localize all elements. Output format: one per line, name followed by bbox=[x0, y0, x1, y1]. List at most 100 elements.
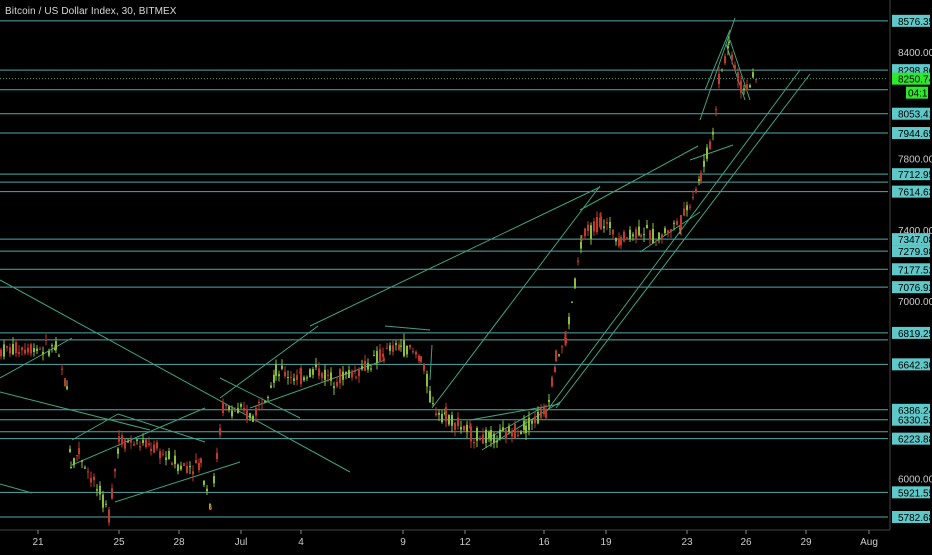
level-price-label bbox=[892, 185, 930, 198]
candle-body bbox=[148, 443, 150, 445]
candle-body bbox=[555, 350, 557, 361]
candle-body bbox=[293, 378, 295, 381]
candle-body bbox=[345, 372, 347, 375]
candle-body bbox=[620, 236, 622, 246]
trendline[interactable] bbox=[0, 337, 73, 379]
candle-body bbox=[354, 371, 356, 373]
candle-body bbox=[426, 373, 428, 387]
candle-body bbox=[715, 109, 717, 111]
trendline[interactable] bbox=[309, 186, 601, 327]
candle-body bbox=[700, 172, 702, 182]
candle-body bbox=[460, 427, 462, 430]
candle-body bbox=[686, 205, 688, 211]
candle-body bbox=[39, 348, 41, 350]
candle-body bbox=[336, 382, 338, 387]
candle-body bbox=[21, 347, 23, 351]
trendline[interactable] bbox=[689, 144, 734, 161]
candle-body bbox=[737, 72, 739, 81]
x-tick-label: Jul bbox=[235, 537, 248, 548]
trendline[interactable] bbox=[384, 325, 431, 331]
candle-body bbox=[105, 503, 107, 505]
candle-body bbox=[457, 417, 459, 427]
trendline[interactable] bbox=[117, 413, 206, 443]
level-price-text: 6642.30 bbox=[898, 360, 932, 371]
level-price-label bbox=[892, 168, 930, 181]
candle-body bbox=[514, 424, 516, 439]
candle-body bbox=[652, 228, 654, 244]
trendline[interactable] bbox=[71, 413, 119, 441]
y-tick-label: 7000.00 bbox=[898, 297, 932, 308]
candle-body bbox=[543, 407, 545, 415]
candle-body bbox=[225, 404, 227, 406]
candle-body bbox=[27, 347, 29, 353]
candle-body bbox=[195, 459, 197, 464]
candle-body bbox=[118, 436, 120, 442]
candle-body bbox=[339, 369, 341, 384]
candle-body bbox=[398, 344, 400, 350]
candle-body bbox=[667, 230, 669, 233]
trendline[interactable] bbox=[219, 325, 319, 399]
candle-body bbox=[395, 343, 397, 345]
candle-body bbox=[564, 337, 566, 339]
trendline[interactable] bbox=[469, 403, 561, 421]
countdown-text: 04:13 bbox=[908, 89, 932, 100]
candle-body bbox=[609, 222, 611, 229]
level-price-text: 7076.92 bbox=[898, 283, 932, 294]
candle-body bbox=[548, 399, 550, 403]
trendline[interactable] bbox=[0, 483, 33, 494]
candle-body bbox=[15, 342, 17, 354]
level-price-text: 7347.08 bbox=[898, 235, 932, 246]
candle-body bbox=[139, 445, 141, 448]
candle-body bbox=[124, 439, 126, 449]
candle-body bbox=[712, 131, 714, 135]
candle-body bbox=[429, 390, 431, 403]
trendline[interactable] bbox=[0, 391, 151, 431]
candle-body bbox=[162, 453, 164, 455]
trendline[interactable] bbox=[71, 407, 206, 466]
candle-body bbox=[58, 355, 60, 357]
level-price-label bbox=[892, 14, 930, 27]
candle-body bbox=[264, 401, 266, 403]
x-tick-label: Aug bbox=[860, 537, 878, 548]
level-price-text: 8298.86 bbox=[898, 66, 932, 77]
candle-body bbox=[45, 339, 47, 341]
candle-body bbox=[93, 476, 95, 481]
candle-body bbox=[511, 432, 513, 437]
candle-body bbox=[709, 141, 711, 149]
level-price-text: 6819.25 bbox=[898, 329, 932, 340]
y-tick-label: 7800.00 bbox=[898, 155, 932, 166]
candle-body bbox=[558, 354, 560, 356]
candle-body bbox=[321, 372, 323, 378]
candle-body bbox=[392, 345, 394, 352]
trendline[interactable] bbox=[429, 344, 433, 381]
candle-body bbox=[36, 348, 38, 351]
candle-body bbox=[593, 221, 595, 232]
candle-body bbox=[626, 237, 628, 239]
trendline[interactable] bbox=[114, 461, 241, 503]
candle-body bbox=[6, 346, 8, 348]
trendline[interactable] bbox=[725, 43, 746, 101]
trendline[interactable] bbox=[219, 377, 301, 419]
trendline[interactable] bbox=[704, 29, 731, 91]
candle-body bbox=[615, 237, 617, 242]
trendline[interactable] bbox=[545, 69, 801, 413]
candle-body bbox=[600, 216, 602, 230]
trendline[interactable] bbox=[699, 17, 736, 121]
trendline[interactable] bbox=[431, 185, 601, 409]
candle-body bbox=[499, 429, 501, 439]
candle-body bbox=[145, 439, 147, 448]
candle-body bbox=[490, 430, 492, 441]
candle-body bbox=[373, 355, 375, 357]
candle-body bbox=[130, 439, 132, 443]
candle-body bbox=[3, 344, 5, 357]
candle-body bbox=[673, 222, 675, 224]
candle-body bbox=[324, 369, 326, 380]
candle-body bbox=[78, 448, 80, 455]
candle-body bbox=[270, 385, 272, 388]
trendline[interactable] bbox=[579, 145, 699, 211]
trendline[interactable] bbox=[0, 279, 351, 473]
trendline[interactable] bbox=[555, 73, 811, 409]
candle-body bbox=[400, 345, 402, 347]
